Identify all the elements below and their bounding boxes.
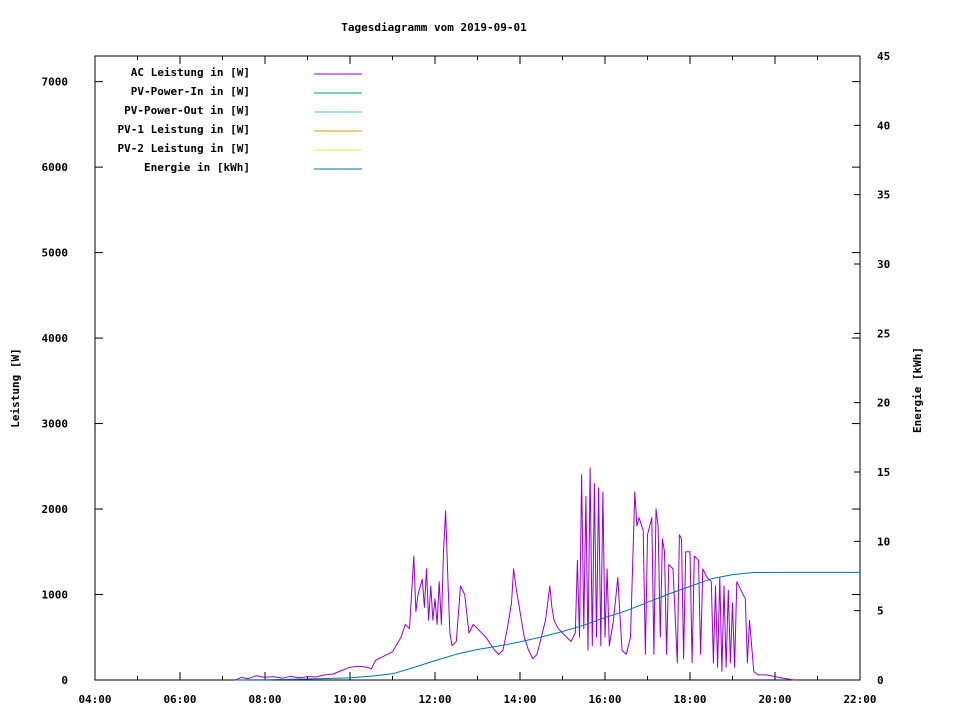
y2-tick-label: 30	[877, 258, 890, 271]
series-line-5	[235, 571, 860, 681]
chart-title: Tagesdiagramm vom 2019-09-01	[341, 21, 527, 34]
y-axis-label: Leistung [W]	[9, 348, 22, 427]
x-tick-label: 10:00	[333, 693, 366, 706]
legend-label: PV-2 Leistung in [W]	[118, 142, 250, 155]
y-tick-label: 7000	[42, 76, 69, 89]
y2-tick-label: 10	[877, 535, 890, 548]
x-axis: 04:00 06:00 08:00 10:00 12:00 14:00 16:00 18:00…	[78, 56, 877, 706]
y2-tick-label: 25	[877, 327, 890, 340]
y-tick-label: 3000	[42, 418, 69, 431]
series-layer	[235, 467, 860, 681]
legend-label: PV-Power-In in [W]	[131, 85, 250, 98]
y2-tick-label: 45	[877, 50, 890, 63]
y2-axis-label: Energie [kWh]	[911, 347, 924, 433]
x-tick-label: 20:00	[758, 693, 791, 706]
legend: AC Leistung in [W] PV-Power-In in [W] PV-P…	[118, 66, 362, 174]
y2-tick-label: 15	[877, 466, 890, 479]
y2-tick-label: 20	[877, 397, 890, 410]
x-tick-label: 22:00	[843, 693, 876, 706]
left-axis: 0 1000 2000 3000 4000 5000 6000 7000	[42, 76, 860, 687]
legend-label: AC Leistung in [W]	[131, 66, 250, 79]
x-tick-label: 04:00	[78, 693, 111, 706]
right-axis: 0 5 10 15 20 25 30 35 40 45	[854, 50, 890, 687]
y2-tick-label: 0	[877, 674, 884, 687]
y-tick-label: 5000	[42, 247, 69, 260]
x-tick-label: 18:00	[673, 693, 706, 706]
y-tick-label: 2000	[42, 503, 69, 516]
y2-tick-label: 40	[877, 119, 890, 132]
x-tick-label: 12:00	[418, 693, 451, 706]
x-tick-label: 08:00	[248, 693, 281, 706]
y-tick-label: 1000	[42, 589, 69, 602]
legend-label: Energie in [kWh]	[144, 161, 250, 174]
legend-label: PV-1 Leistung in [W]	[118, 123, 250, 136]
y2-tick-label: 5	[877, 605, 884, 618]
y2-tick-label: 35	[877, 189, 890, 202]
x-tick-label: 06:00	[163, 693, 196, 706]
y-tick-label: 0	[61, 674, 68, 687]
y-tick-label: 6000	[42, 161, 69, 174]
series-line-0	[235, 467, 797, 681]
x-tick-label: 16:00	[588, 693, 621, 706]
legend-label: PV-Power-Out in [W]	[124, 104, 250, 117]
y-tick-label: 4000	[42, 332, 69, 345]
x-tick-label: 14:00	[503, 693, 536, 706]
